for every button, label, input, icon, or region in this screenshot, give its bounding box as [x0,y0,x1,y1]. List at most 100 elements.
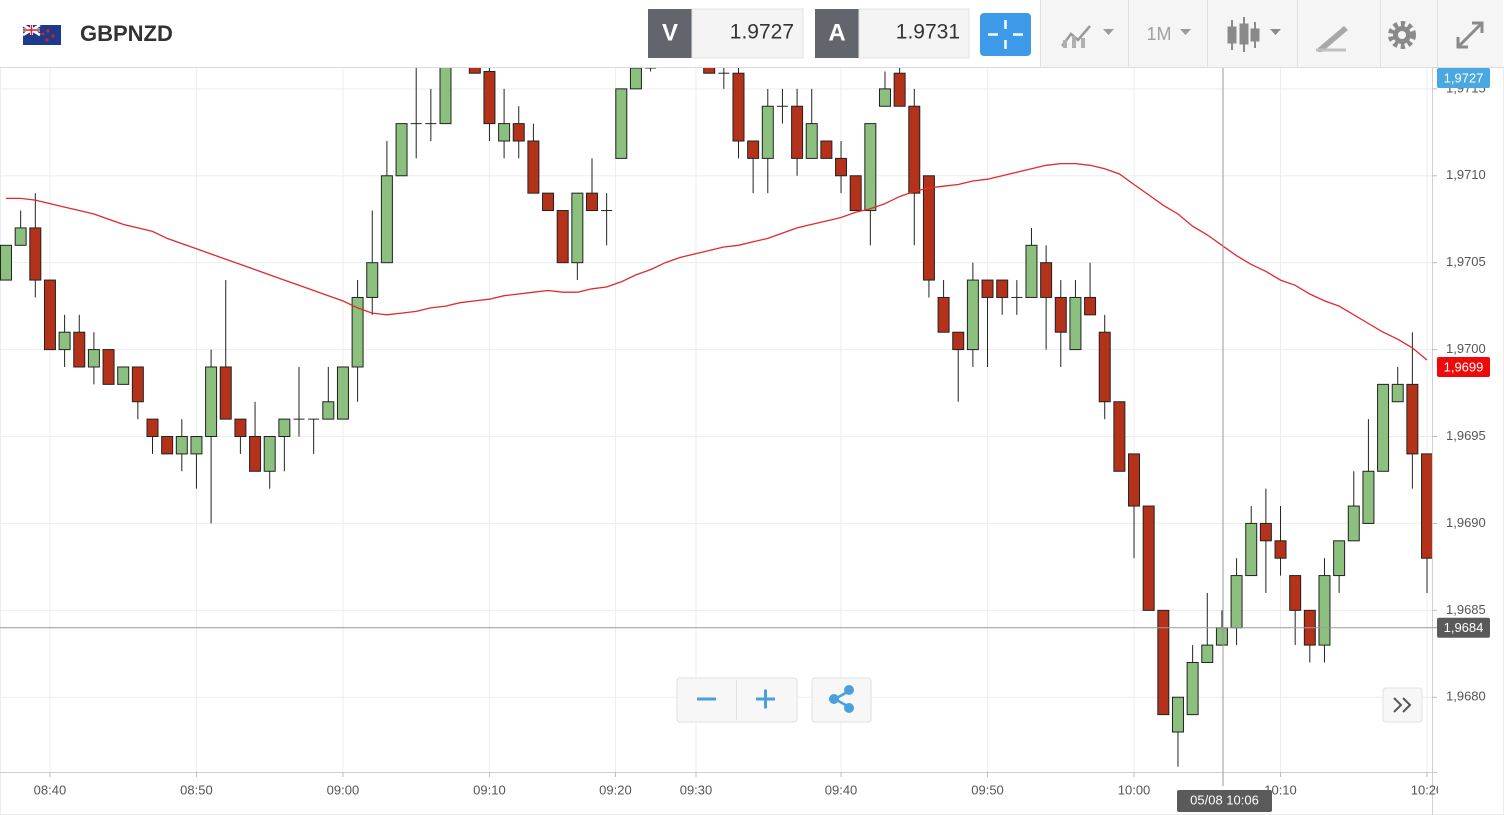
crosshair-y-tag [1437,617,1490,638]
candle-body [1142,505,1155,611]
candle-body [468,68,481,74]
price-tag [1437,68,1490,88]
candle-body [87,349,100,368]
x-tick-label: 10:00 [1118,782,1151,797]
candle-body [1377,383,1390,472]
candle-body [1318,575,1331,646]
buy-label-box[interactable] [815,9,859,58]
candle-body [483,70,496,125]
x-tick-label: 08:50 [180,782,213,797]
candle-body [1157,609,1170,716]
candle-body [791,105,804,159]
candle-body [1171,696,1184,733]
candle-body [966,279,979,351]
y-tick-label: 1,9680 [1446,689,1486,704]
price-tag-label: 1,9699 [1444,359,1484,374]
candle-body [146,418,159,438]
chart-style-button[interactable] [1061,25,1114,48]
candle-body [205,366,218,438]
sell-label[interactable]: V [662,19,678,46]
settings-button[interactable] [1388,21,1416,49]
x-tick-label: 09:50 [971,782,1004,797]
candle-body [864,123,877,212]
scroll-to-end-button[interactable] [1382,687,1423,723]
candle-body [542,192,555,212]
sell-label-box[interactable] [648,9,692,58]
candle-body [263,436,276,472]
toolbar-separators [1040,0,1438,67]
timeframe[interactable]: 1M [1146,24,1171,44]
price-tag [1437,356,1490,377]
candle-body [981,279,994,298]
flag-icon [22,23,61,45]
candle-body [234,418,247,438]
crosshair-y-label: 1,9684 [1444,620,1484,635]
candle-body [908,105,921,194]
candle-body [629,68,642,90]
candle-body [1406,383,1419,455]
candle-body [117,366,130,385]
candle-body [1230,575,1243,629]
candle-body [351,296,364,368]
buy-price[interactable]: 1.9731 [896,21,960,44]
candle-body [571,192,584,264]
share-button[interactable] [811,677,872,723]
y-tick-label: 1,9695 [1446,428,1486,443]
y-tick-label: 1,9705 [1446,254,1486,269]
candle-body [29,227,42,281]
candle-body [498,123,511,142]
candle-body [556,210,569,264]
plot-area [0,68,1432,767]
x-tick-label: 09:40 [825,782,858,797]
y-tick-label: 1,9700 [1446,341,1486,356]
crosshair-x-label: 05/08 10:06 [1190,792,1259,807]
sell-price-box[interactable] [691,8,804,59]
candle-body [512,123,525,142]
moving-average-line [6,162,1428,361]
x-tick-label: 09:30 [680,782,713,797]
crosshair-button[interactable] [980,13,1031,56]
candle-body [395,123,408,177]
timeframe-button[interactable]: 1M [1146,24,1191,44]
sell-price[interactable]: 1.9727 [730,21,794,44]
buy-button[interactable]: A 1.9731 [815,8,970,59]
candle-body [849,175,862,212]
candle-body [322,401,335,420]
sell-button[interactable]: V 1.9727 [648,8,804,59]
buy-price-box[interactable] [858,8,970,59]
fullscreen-button[interactable] [1456,21,1484,49]
candle-body [161,436,174,455]
candle-body [58,331,71,351]
candle-body [1069,296,1082,351]
candle-body [1289,575,1302,611]
toolbar [1040,0,1503,67]
candle-body [820,140,833,159]
candle-body [1347,505,1360,542]
x-tick-label: 09:00 [327,782,360,797]
candle-body [1274,540,1287,559]
candle-body [14,227,27,246]
x-axis: 08:40 08:50 09:00 09:10 09:20 09:30 09:40 09:50… [34,772,1438,797]
zoom-in-button[interactable] [756,689,775,709]
candle-body [278,418,291,438]
buy-label[interactable]: A [828,19,845,46]
candle-body [937,296,950,333]
candle-body [249,436,262,472]
overlay: 1,9684 05/08 10:06 1,9727 1,9699 [0,68,1490,812]
price-tag-label: 1,9727 [1444,70,1484,85]
candle-type-button[interactable] [1227,17,1281,52]
candle-body [219,366,232,420]
candle-body [1245,522,1258,577]
candle-body [893,72,906,107]
candle-body [175,436,188,455]
candle-body [1215,627,1228,646]
drawing-tools-button[interactable] [1316,26,1348,52]
candle-body [996,279,1009,298]
candle-body [1362,470,1375,524]
candle-body [0,244,12,281]
candle-body [366,262,379,298]
candle-body [527,140,540,194]
candle-body [1391,383,1404,403]
